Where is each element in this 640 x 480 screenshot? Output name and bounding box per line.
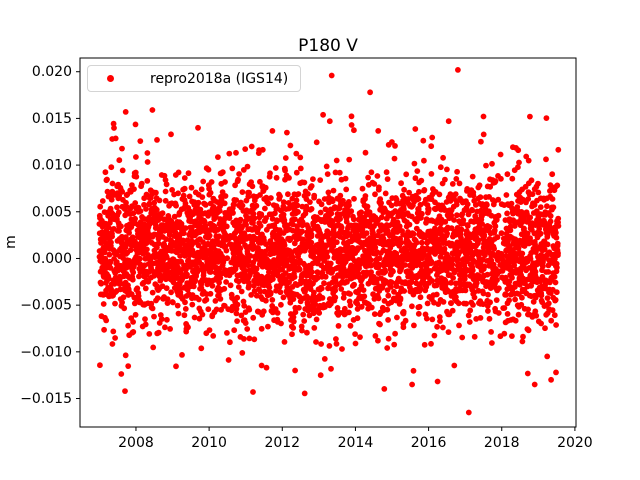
y-tick-label: 0.010: [32, 158, 72, 174]
y-tick-label: 0.000: [32, 251, 72, 267]
x-tick-label: 2020: [557, 435, 593, 451]
x-tick-label: 2010: [191, 435, 227, 451]
y-tick-label: 0.020: [32, 64, 72, 80]
legend: repro2018a (IGS14): [87, 65, 301, 92]
x-tick-label: 2018: [484, 435, 520, 451]
y-tick-label: 0.005: [32, 204, 72, 220]
chart-title: P180 V: [298, 36, 358, 56]
axes-frame: [79, 57, 577, 428]
scatter-points: [96, 67, 562, 416]
x-tick-label: 2016: [411, 435, 447, 451]
x-tick-label: 2014: [338, 435, 374, 451]
x-tick-label: 2008: [118, 435, 154, 451]
y-tick-label: −0.005: [20, 298, 72, 314]
x-tick-label: 2012: [264, 435, 300, 451]
legend-label: repro2018a (IGS14): [150, 70, 289, 87]
y-tick-label: 0.015: [32, 111, 72, 127]
legend-marker-dot: [107, 75, 114, 82]
y-tick-label: −0.015: [20, 391, 72, 407]
y-tick-label: −0.010: [20, 344, 72, 360]
